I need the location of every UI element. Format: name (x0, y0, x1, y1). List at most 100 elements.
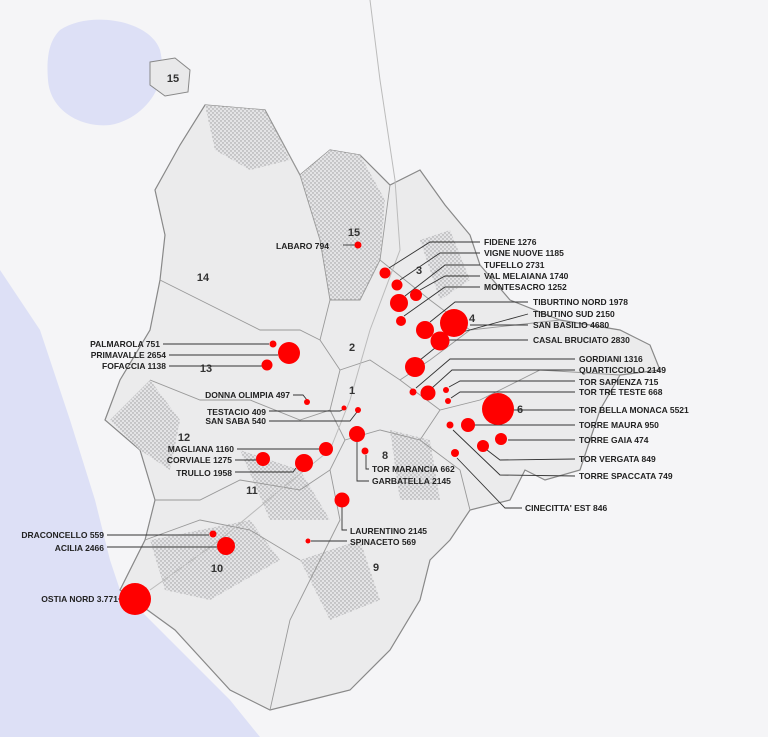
label: GARBATELLA 2145 (372, 476, 451, 486)
label-name: OSTIA NORD (41, 594, 94, 604)
marker-fofaccia[interactable] (261, 359, 273, 371)
label-value: 1160 (216, 444, 235, 454)
marker-trullo[interactable] (295, 454, 313, 472)
label-value: 559 (90, 530, 104, 540)
label-name: CORVIALE (167, 455, 211, 465)
label-value: 1276 (518, 237, 537, 247)
municipio-number: 11 (246, 485, 258, 497)
marker-quarticciolo[interactable] (420, 385, 436, 401)
label-name: DRACONCELLO (21, 530, 87, 540)
marker-san-saba[interactable] (355, 407, 361, 413)
label-value: 1958 (213, 468, 232, 478)
label-value: 474 (634, 435, 648, 445)
marker-spinaceto[interactable] (305, 538, 311, 544)
marker-tor-bella-monaca[interactable] (482, 393, 514, 425)
marker-tor-vergata[interactable] (477, 440, 489, 452)
leader-line (269, 411, 358, 422)
municipio-number: 10 (211, 563, 223, 575)
marker-laurentino[interactable] (334, 492, 350, 508)
marker-donna-olimpia[interactable] (304, 399, 310, 405)
label-name: MONTESACRO (484, 282, 546, 292)
label: SAN SABA 540 (205, 416, 266, 426)
label-value: 668 (648, 387, 662, 397)
marker-acilia[interactable] (217, 537, 235, 555)
label: TOR VERGATA 849 (579, 454, 656, 464)
label-name: VIGNE NUOVE (484, 248, 543, 258)
label-value: 749 (658, 471, 672, 481)
marker-tufello[interactable] (390, 294, 408, 312)
label-value: 2466 (85, 543, 104, 553)
label-value: 4680 (590, 320, 609, 330)
marker-palmarola[interactable] (269, 340, 277, 348)
label-name: TORRE MAURA (579, 420, 642, 430)
leader-line (235, 467, 297, 473)
marker-gordiani[interactable] (409, 388, 417, 396)
label-name: TESTACIO (207, 407, 250, 417)
label-value: 2145 (432, 476, 451, 486)
leader-line (456, 457, 522, 509)
municipio-number: 9 (373, 562, 379, 574)
marker-casal-bruciato[interactable] (405, 357, 425, 377)
marker-tor-sapienza[interactable] (443, 387, 449, 393)
label-value: 2731 (526, 260, 545, 270)
marker-ostia-nord[interactable] (119, 583, 151, 615)
label: ACILIA 2466 (55, 543, 105, 553)
marker-tiburtino-nord[interactable] (416, 321, 434, 339)
label: VIGNE NUOVE 1185 (484, 248, 564, 258)
marker-tibutino-sud[interactable] (430, 331, 450, 351)
label-name: TIBUTINO SUD (533, 309, 593, 319)
marker-tor-marancia[interactable] (361, 447, 369, 455)
label-value: 1740 (550, 271, 569, 281)
sea (0, 270, 260, 737)
leader-line (454, 313, 529, 335)
marker-torre-maura[interactable] (461, 418, 475, 432)
label-name: VAL MELAIANA (484, 271, 547, 281)
label: CINECITTA' EST 846 (525, 503, 607, 513)
label-name: TUFELLO (484, 260, 524, 270)
label-value: 1185 (545, 248, 564, 258)
label: PALMAROLA 751 (90, 339, 160, 349)
markers (119, 241, 514, 615)
marker-magliana[interactable] (319, 442, 333, 456)
label: DONNA OLIMPIA 497 (205, 390, 290, 400)
marker-vigne-nuove[interactable] (391, 279, 403, 291)
label-name: SPINACETO (350, 537, 400, 547)
label-name: TOR TRE TESTE (579, 387, 646, 397)
label-name: PALMAROLA (90, 339, 144, 349)
marker-val-melaiana[interactable] (410, 289, 422, 301)
label-name: TORRE SPACCATA (579, 471, 656, 481)
marker-torre-gaia[interactable] (495, 433, 507, 445)
label-value: 2149 (647, 365, 666, 375)
marker-primavalle[interactable] (278, 342, 300, 364)
marker-testacio[interactable] (341, 405, 347, 411)
label: TIBURTINO NORD 1978 (533, 297, 628, 307)
label-name: LABARO (276, 241, 313, 251)
marker-san-basilio[interactable] (440, 309, 468, 337)
label-value: 715 (644, 377, 658, 387)
marker-torre-spaccata[interactable] (446, 421, 454, 429)
label: TORRE SPACCATA 749 (579, 471, 673, 481)
label: GORDIANI 1316 (579, 354, 643, 364)
label: CASAL BRUCIATO 2830 (533, 335, 630, 345)
label-value: 540 (252, 416, 266, 426)
marker-tor-tre-teste[interactable] (445, 398, 451, 404)
label-value: 1316 (624, 354, 643, 364)
label-name: CASAL BRUCIATO (533, 335, 609, 345)
marker-cinecitta-est[interactable] (451, 449, 459, 457)
marker-labaro[interactable] (354, 241, 362, 249)
marker-fidene[interactable] (379, 267, 391, 279)
label-name: MAGLIANA (168, 444, 214, 454)
marker-draconcello[interactable] (209, 530, 217, 538)
label-name: TOR SAPIENZA (579, 377, 642, 387)
marker-corviale[interactable] (256, 452, 270, 466)
municipio-number: 3 (416, 265, 422, 277)
label-value: 569 (402, 537, 416, 547)
marker-garbatella[interactable] (349, 426, 365, 442)
label: TORRE MAURA 950 (579, 420, 659, 430)
municipio-number: 4 (469, 313, 476, 325)
marker-montesacro[interactable] (396, 316, 406, 326)
label: MAGLIANA 1160 (168, 444, 235, 454)
label-name: TORRE GAIA (579, 435, 632, 445)
municipio-number: 12 (178, 432, 190, 444)
